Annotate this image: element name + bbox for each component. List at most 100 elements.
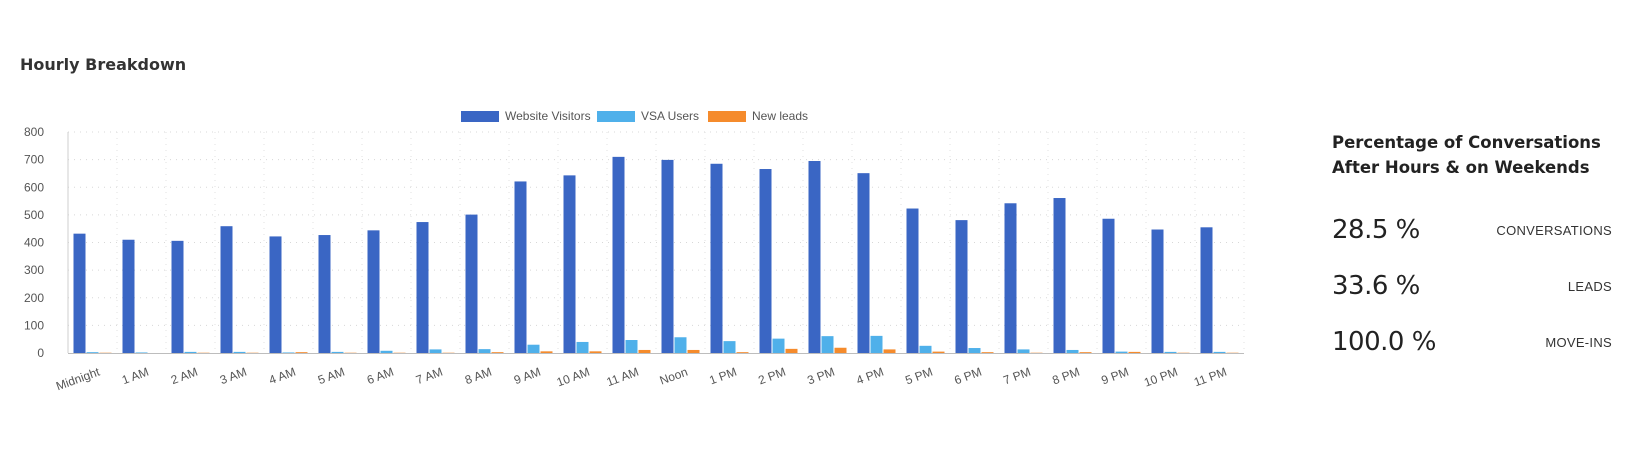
bar-vsa-users[interactable] [1115, 351, 1128, 353]
bar-website-visitors[interactable] [514, 181, 527, 353]
bar-vsa-users[interactable] [380, 350, 393, 353]
stat-value-move-ins: 100.0 % [1332, 327, 1436, 357]
legend-swatch [597, 111, 635, 122]
x-tick-label: 4 AM [267, 365, 297, 388]
x-tick-label: 2 AM [169, 365, 199, 388]
bar-new-leads[interactable] [785, 348, 798, 353]
x-tick-label: Noon [658, 365, 690, 388]
bar-website-visitors[interactable] [1102, 218, 1115, 353]
bar-vsa-users[interactable] [1066, 349, 1079, 353]
bar-vsa-users[interactable] [135, 352, 148, 353]
bar-website-visitors[interactable] [563, 175, 576, 353]
bar-vsa-users[interactable] [919, 345, 932, 353]
bar-vsa-users[interactable] [821, 336, 834, 353]
bar-website-visitors[interactable] [661, 159, 674, 353]
x-tick-label: 4 PM [854, 365, 885, 388]
legend-swatch [461, 111, 499, 122]
legend-swatch [708, 111, 746, 122]
bar-website-visitors[interactable] [465, 214, 478, 353]
bar-vsa-users[interactable] [576, 341, 589, 353]
bar-website-visitors[interactable] [906, 208, 919, 353]
legend-item-new-leads[interactable]: New leads [708, 109, 808, 123]
y-axis-ticks: 0 100 200 300 400 500 600 700 800 [24, 125, 44, 360]
bar-new-leads[interactable] [981, 352, 994, 353]
bar-website-visitors[interactable] [759, 169, 772, 353]
bar-website-visitors[interactable] [318, 235, 331, 353]
bar-new-leads[interactable] [589, 351, 602, 353]
bar-new-leads[interactable] [736, 352, 749, 353]
bar-new-leads[interactable] [540, 351, 553, 353]
grid-lines [67, 131, 1245, 353]
bar-vsa-users[interactable] [331, 351, 344, 353]
bar-website-visitors[interactable] [857, 173, 870, 353]
bar-vsa-users[interactable] [233, 351, 246, 353]
stat-value-leads: 33.6 % [1332, 271, 1420, 301]
bar-website-visitors[interactable] [710, 163, 723, 353]
bar-vsa-users[interactable] [723, 341, 736, 353]
x-tick-label: 3 AM [218, 365, 248, 388]
y-tick-label: 300 [24, 263, 44, 277]
bar-website-visitors[interactable] [367, 230, 380, 353]
x-tick-label: 1 PM [707, 365, 738, 388]
legend: Website Visitors VSA Users New leads [461, 109, 808, 123]
bar-new-leads[interactable] [1079, 352, 1092, 353]
bar-new-leads[interactable] [932, 351, 945, 353]
bar-website-visitors[interactable] [1053, 198, 1066, 353]
bar-vsa-users[interactable] [1164, 351, 1177, 353]
after-hours-stats: Percentage of Conversations After Hours … [1332, 130, 1612, 370]
x-tick-label: 6 PM [952, 365, 983, 388]
stat-row-move-ins: 100.0 % MOVE-INS [1332, 314, 1612, 370]
bar-website-visitors[interactable] [122, 239, 135, 353]
bar-website-visitors[interactable] [416, 222, 429, 353]
bar-new-leads[interactable] [1128, 351, 1141, 353]
bar-website-visitors[interactable] [1200, 227, 1213, 353]
bar-vsa-users[interactable] [674, 337, 687, 353]
stats-title: Percentage of Conversations After Hours … [1332, 130, 1612, 180]
hourly-bar-chart: 0 100 200 300 400 500 600 700 800 Midnight 1 AM 2 … [24, 109, 1245, 393]
x-tick-label: 9 AM [512, 365, 542, 388]
bar-website-visitors[interactable] [808, 161, 821, 353]
bar-website-visitors[interactable] [955, 220, 968, 353]
bar-vsa-users[interactable] [86, 352, 99, 353]
y-tick-label: 600 [24, 180, 44, 194]
bar-vsa-users[interactable] [184, 351, 197, 353]
bar-vsa-users[interactable] [870, 335, 883, 353]
bar-website-visitors[interactable] [171, 240, 184, 353]
stat-row-leads: 33.6 % LEADS [1332, 258, 1612, 314]
y-tick-label: 400 [24, 236, 44, 250]
x-tick-label: 11 PM [1192, 365, 1229, 390]
bar-new-leads[interactable] [491, 352, 504, 353]
bar-vsa-users[interactable] [282, 352, 295, 353]
bar-website-visitors[interactable] [220, 226, 233, 353]
bar-vsa-users[interactable] [1017, 349, 1030, 353]
bar-vsa-users[interactable] [772, 338, 785, 353]
bar-website-visitors[interactable] [1004, 203, 1017, 353]
bar-website-visitors[interactable] [612, 156, 625, 353]
legend-item-website-visitors[interactable]: Website Visitors [461, 109, 591, 123]
x-tick-label: 8 AM [463, 365, 493, 388]
bar-new-leads[interactable] [883, 349, 896, 353]
bar-new-leads[interactable] [834, 347, 847, 353]
bar-website-visitors[interactable] [1151, 229, 1164, 353]
bar-new-leads[interactable] [687, 349, 700, 353]
bar-new-leads[interactable] [638, 349, 651, 353]
bar-vsa-users[interactable] [429, 349, 442, 353]
bar-website-visitors[interactable] [73, 233, 86, 353]
bar-new-leads[interactable] [295, 352, 308, 353]
bar-website-visitors[interactable] [269, 236, 282, 353]
bar-vsa-users[interactable] [478, 349, 491, 353]
x-tick-label: 2 PM [756, 365, 787, 388]
stats-title-line1: Percentage of Conversations [1332, 133, 1601, 152]
x-tick-label: 11 AM [605, 365, 641, 389]
stat-label-conversations: CONVERSATIONS [1496, 222, 1612, 238]
bar-vsa-users[interactable] [1213, 351, 1226, 353]
bar-vsa-users[interactable] [625, 340, 638, 353]
axes [67, 132, 1244, 354]
stat-row-conversations: 28.5 % CONVERSATIONS [1332, 202, 1612, 258]
x-tick-label: Midnight [54, 364, 102, 393]
stats-title-line2: After Hours & on Weekends [1332, 158, 1590, 177]
bar-vsa-users[interactable] [527, 344, 540, 353]
bar-vsa-users[interactable] [968, 348, 981, 353]
y-tick-label: 100 [24, 318, 44, 332]
legend-item-vsa-users[interactable]: VSA Users [597, 109, 699, 123]
